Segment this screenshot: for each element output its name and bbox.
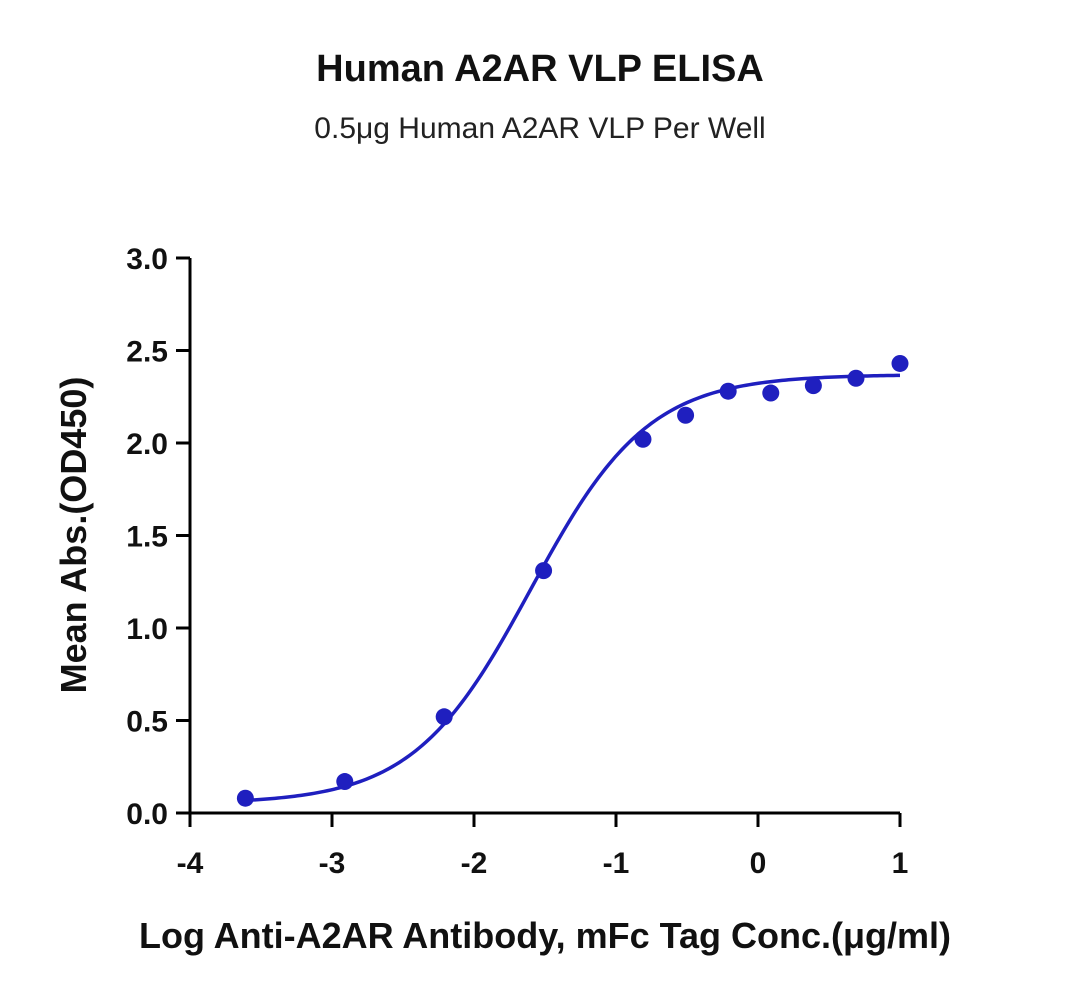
data-point	[804, 377, 822, 395]
data-point	[677, 406, 695, 424]
y-axis-title: Mean Abs.(OD450)	[53, 377, 94, 694]
data-point	[719, 382, 737, 400]
y-tick-label: 2.5	[126, 336, 168, 369]
fit-curve	[245, 373, 901, 803]
x-tick-label: 1	[892, 847, 909, 880]
x-tick-label: -2	[461, 847, 488, 880]
x-tick-label: 0	[750, 847, 767, 880]
fit-curve-layer	[245, 373, 901, 803]
y-tick-label: 2.0	[126, 428, 168, 461]
data-points-layer	[236, 354, 909, 807]
data-point	[634, 430, 652, 448]
data-point	[336, 773, 354, 791]
y-tick-label: 1.5	[126, 521, 168, 554]
data-point	[236, 789, 254, 807]
x-tick-label: -1	[603, 847, 630, 880]
data-point	[762, 384, 780, 402]
y-tick-label: 1.0	[126, 613, 168, 646]
data-point	[847, 369, 865, 387]
chart-subtitle: 0.5μg Human A2AR VLP Per Well	[314, 112, 766, 145]
data-point	[435, 708, 453, 726]
y-tick-label: 3.0	[126, 243, 168, 276]
data-point	[535, 562, 553, 580]
y-tick-label: 0.5	[126, 706, 168, 739]
chart-title: Human A2AR VLP ELISA	[316, 48, 764, 90]
x-tick-label: -3	[319, 847, 346, 880]
x-axis-title: Log Anti-A2AR Antibody, mFc Tag Conc.(μg…	[139, 915, 951, 956]
x-tick-label: -4	[177, 847, 204, 880]
y-tick-label: 0.0	[126, 798, 168, 831]
data-point	[891, 354, 909, 372]
axes: 0.0 0.5 1.0 1.5 2.0 2.5 3.0 -4 -3 -2 -1 0 1	[126, 243, 908, 880]
